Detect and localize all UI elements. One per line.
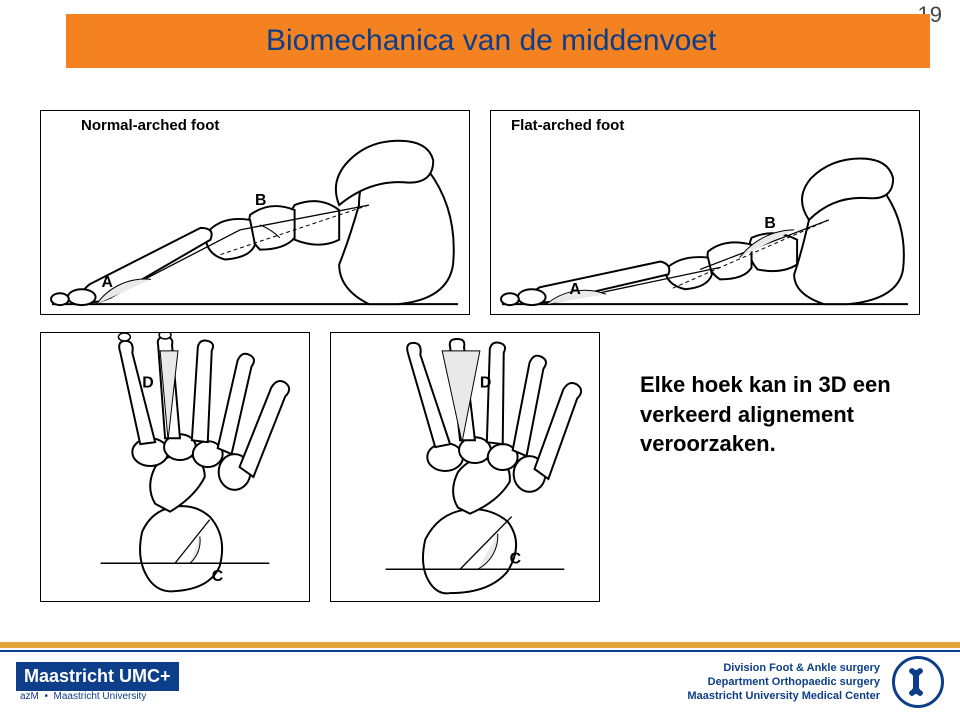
svg-text:A: A [569,281,581,298]
footer: Maastricht UMC+ azM • Maastricht Univers… [0,642,960,712]
footer-line3: Maastricht University Medical Center [687,689,880,703]
footer-body: Maastricht UMC+ azM • Maastricht Univers… [0,652,960,712]
sub-logos: azM • Maastricht University [16,691,179,702]
normal-top-svg: D C [41,333,309,601]
flat-top-svg: D C [331,333,599,601]
slide-title: Biomechanica van de middenvoet [266,24,716,58]
top-view-row: D C [40,332,600,602]
svg-text:D: D [142,375,153,392]
footer-text-block: Division Foot & Ankle surgery Department… [687,661,880,704]
title-bar: Biomechanica van de middenvoet [0,14,930,68]
side-view-row: Normal-arched foot A [40,110,920,315]
azm-logo-text: azM [20,691,39,702]
body-text: Elke hoek kan in 3D een verkeerd alignem… [640,370,910,459]
title-left-box [0,14,66,68]
slide: 19 Biomechanica van de middenvoet Normal… [0,0,960,712]
footer-right: Division Foot & Ankle surgery Department… [687,656,944,708]
flat-arch-svg: A B [491,111,919,314]
footer-line2: Department Orthopaedic surgery [687,675,880,689]
umc-logo-text: Maastricht UMC+ [16,662,179,691]
flat-arch-label: Flat-arched foot [511,117,624,134]
svg-text:B: B [764,215,775,232]
svg-text:A: A [102,274,114,291]
normal-arch-svg: A B [41,111,469,314]
flat-top-panel: D C [330,332,600,602]
footer-amber-line [0,642,960,648]
normal-arch-label: Normal-arched foot [81,117,219,134]
bone-icon [908,667,928,697]
title-orange-box: Biomechanica van de middenvoet [66,14,930,68]
footer-line1: Division Foot & Ankle surgery [687,661,880,675]
normal-arch-panel: Normal-arched foot A [40,110,470,315]
umc-logo: Maastricht UMC+ [16,662,179,691]
mu-logo-text: Maastricht University [54,691,147,702]
svg-text:C: C [510,550,522,567]
ortho-badge [892,656,944,708]
svg-text:B: B [255,192,266,209]
svg-text:D: D [480,375,491,392]
normal-top-panel: D C [40,332,310,602]
footer-left-logos: Maastricht UMC+ azM • Maastricht Univers… [16,662,179,702]
svg-text:C: C [212,568,224,585]
flat-arch-panel: Flat-arched foot A [490,110,920,315]
